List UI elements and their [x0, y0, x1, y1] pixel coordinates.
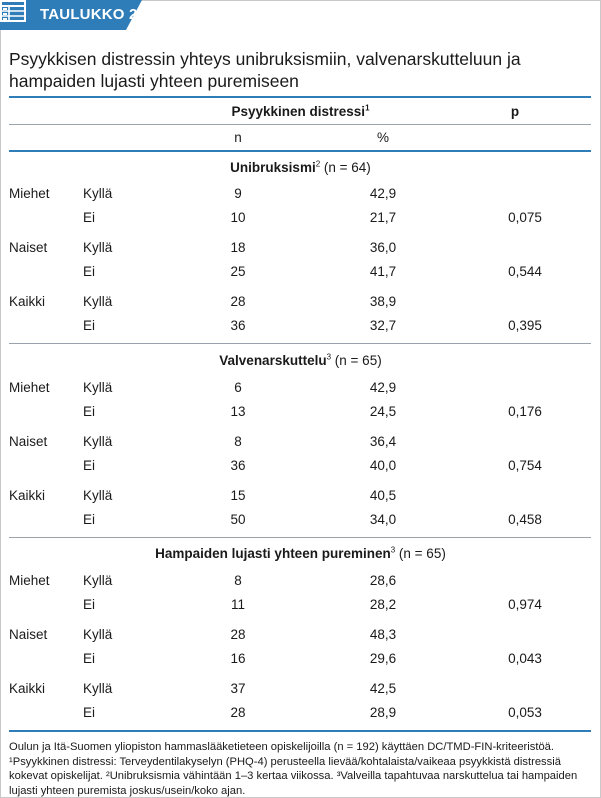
cell-percent: 34,0	[369, 512, 397, 527]
answer-label: Kyllä	[83, 681, 113, 696]
cell-n: 11	[230, 597, 245, 612]
cell-p: 0,974	[508, 597, 542, 612]
cell-n: 50	[230, 512, 246, 527]
column-header-p: p	[510, 104, 520, 119]
cell-percent: 42,9	[369, 186, 397, 201]
cell-n: 6	[234, 380, 242, 395]
cell-n: 36	[230, 458, 246, 473]
cell-n: 36	[230, 318, 246, 333]
cell-n: 37	[230, 681, 246, 696]
cell-n: 9	[234, 186, 242, 201]
group-label: Miehet	[9, 573, 50, 588]
answer-label: Kyllä	[83, 434, 113, 449]
table-header-tab: TAULUKKO 2.	[0, 0, 142, 30]
cell-n: 13	[230, 404, 246, 419]
section-header: Hampaiden lujasti yhteen pureminen3 (n =…	[155, 545, 446, 561]
answer-label: Kyllä	[83, 573, 113, 588]
cell-p: 0,458	[508, 512, 542, 527]
cell-p: 0,176	[508, 404, 542, 419]
cell-p: 0,544	[508, 264, 542, 279]
answer-label: Ei	[83, 318, 96, 333]
cell-n: 16	[230, 651, 246, 666]
cell-p: 0,043	[508, 651, 542, 666]
answer-label: Ei	[83, 458, 96, 473]
section-divider	[9, 343, 591, 344]
group-label: Kaikki	[9, 294, 46, 309]
table-bottom-rule	[9, 730, 591, 732]
header-rule-top	[9, 96, 591, 98]
answer-label: Kyllä	[83, 380, 113, 395]
cell-percent: 28,2	[369, 597, 397, 612]
table-label: TAULUKKO 2.	[40, 6, 142, 23]
cell-n: 15	[230, 488, 246, 503]
cell-percent: 40,0	[369, 458, 397, 473]
tab-background	[0, 0, 142, 30]
answer-label: Kyllä	[83, 294, 113, 309]
table-icon	[0, 0, 26, 22]
cell-percent: 21,7	[369, 210, 397, 225]
group-label: Naiset	[9, 240, 48, 255]
cell-percent: 41,7	[369, 264, 397, 279]
group-label: Naiset	[9, 434, 48, 449]
section-header: Valvenarskuttelu3 (n = 65)	[219, 352, 382, 368]
cell-percent: 24,5	[369, 404, 397, 419]
cell-percent: 36,4	[369, 434, 397, 449]
answer-label: Ei	[83, 597, 96, 612]
table-title: Psyykkisen distressin yhteys unibruksism…	[9, 49, 521, 91]
cell-p: 0,075	[508, 210, 542, 225]
section-divider	[9, 537, 591, 538]
cell-percent: 42,5	[369, 681, 397, 696]
cell-p: 0,754	[508, 458, 542, 473]
group-label: Naiset	[9, 627, 48, 642]
answer-label: Ei	[83, 210, 96, 225]
column-header-n: n	[234, 130, 242, 145]
cell-n: 28	[230, 705, 246, 720]
cell-n: 28	[230, 294, 246, 309]
cell-n: 10	[230, 210, 246, 225]
cell-p: 0,395	[508, 318, 542, 333]
cell-percent: 36,0	[369, 240, 397, 255]
cell-p: 0,053	[508, 705, 542, 720]
cell-n: 8	[234, 434, 242, 449]
group-label: Miehet	[9, 380, 50, 395]
group-label: Kaikki	[9, 488, 46, 503]
answer-label: Ei	[83, 264, 96, 279]
cell-percent: 32,7	[369, 318, 397, 333]
table-footnote: Oulun ja Itä-Suomen yliopiston hammaslää…	[9, 741, 578, 797]
header-rule-bottom	[9, 150, 591, 152]
cell-n: 18	[230, 240, 246, 255]
column-group-header: Psyykkinen distressi1	[231, 103, 370, 119]
answer-label: Ei	[83, 705, 96, 720]
answer-label: Ei	[83, 512, 96, 527]
cell-n: 25	[230, 264, 246, 279]
answer-label: Ei	[83, 404, 96, 419]
column-header-percent: %	[376, 130, 389, 145]
group-label: Miehet	[9, 186, 50, 201]
section-header: Unibruksismi2 (n = 64)	[230, 159, 371, 175]
answer-label: Kyllä	[83, 240, 113, 255]
cell-percent: 48,3	[369, 627, 397, 642]
answer-label: Kyllä	[83, 488, 113, 503]
answer-label: Ei	[83, 651, 96, 666]
cell-percent: 42,9	[369, 380, 397, 395]
cell-percent: 40,5	[369, 488, 397, 503]
answer-label: Kyllä	[83, 186, 113, 201]
cell-n: 8	[234, 573, 242, 588]
group-label: Kaikki	[9, 681, 46, 696]
cell-n: 28	[230, 627, 246, 642]
answer-label: Kyllä	[83, 627, 113, 642]
cell-percent: 28,6	[369, 573, 397, 588]
header-rule-mid	[9, 124, 591, 125]
cell-percent: 29,6	[369, 651, 397, 666]
cell-percent: 38,9	[369, 294, 397, 309]
cell-percent: 28,9	[369, 705, 397, 720]
